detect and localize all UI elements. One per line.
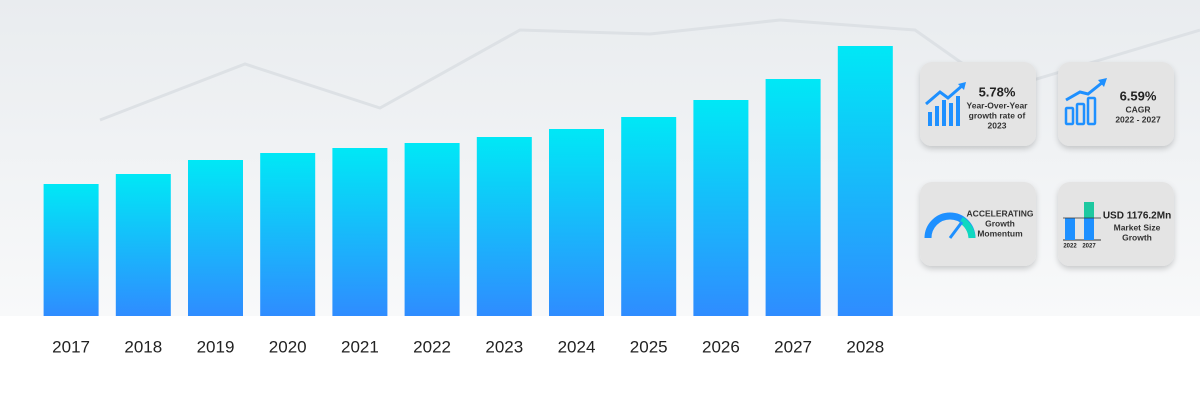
card-value: 6.59% <box>1120 88 1157 103</box>
x-tick-label: 2025 <box>630 337 668 356</box>
icon-growth <box>925 82 966 126</box>
bar <box>476 137 532 316</box>
x-tick-label: 2022 <box>413 337 451 356</box>
bar <box>621 117 677 316</box>
card-value: USD 1176.2Mn <box>1103 211 1171 222</box>
bar <box>260 153 316 316</box>
bars <box>43 46 893 316</box>
card-text: 2022 - 2027 <box>1115 114 1161 124</box>
card-text: 2023 <box>988 120 1007 130</box>
card-text: Year-Over-Year <box>967 100 1029 110</box>
x-tick-label: 2017 <box>52 337 90 356</box>
decor-line <box>99 18 1200 122</box>
bar <box>765 79 821 316</box>
x-tick-label: 2020 <box>269 337 307 356</box>
bar <box>188 160 243 316</box>
x-tick-label: 2023 <box>485 337 523 356</box>
bar <box>43 184 99 316</box>
icon-market <box>1063 202 1101 241</box>
x-tick-label: 2024 <box>558 337 596 356</box>
x-tick-label: 2026 <box>702 337 740 356</box>
icon-label: 2022 <box>1063 244 1077 250</box>
bar <box>115 174 171 316</box>
x-tick-label: 2021 <box>341 337 379 356</box>
card-text: growth rate of <box>969 110 1026 120</box>
bar <box>404 143 460 316</box>
card-text: ACCELERATING <box>967 208 1034 218</box>
card-text: Market Size <box>1114 222 1161 232</box>
x-tick-label: 2027 <box>774 337 812 356</box>
bar <box>332 148 388 316</box>
bar <box>549 129 604 316</box>
background-bottom <box>0 316 1200 400</box>
card-text: Growth <box>985 218 1015 228</box>
card-value: 5.78% <box>979 84 1016 99</box>
icon-label: 2027 <box>1082 244 1096 250</box>
card-text: CAGR <box>1125 104 1150 114</box>
x-tick-label: 2018 <box>124 337 162 356</box>
bar <box>693 100 749 316</box>
card-text: Momentum <box>977 228 1023 238</box>
icon-gauge <box>924 212 976 239</box>
bar <box>837 46 893 316</box>
card <box>920 182 1036 266</box>
icon-cagr <box>1064 78 1107 126</box>
x-tick-label: 2019 <box>197 337 235 356</box>
card-text: Growth <box>1122 232 1152 242</box>
x-tick-label: 2028 <box>846 337 884 356</box>
card <box>1058 62 1174 146</box>
